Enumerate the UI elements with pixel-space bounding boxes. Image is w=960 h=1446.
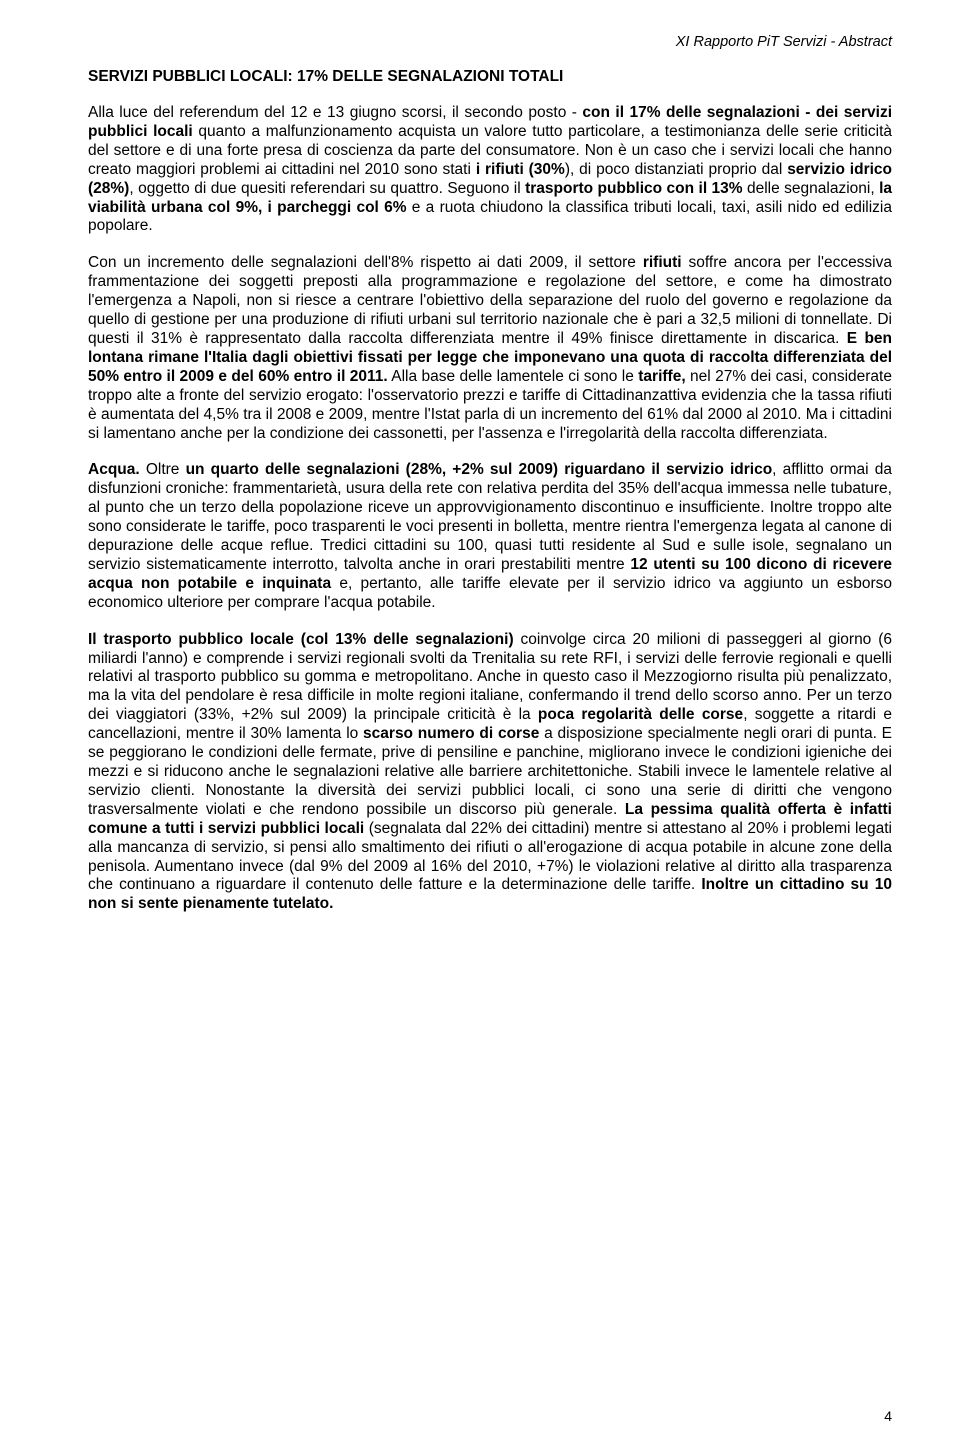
text: Alla base delle lamentele ci sono le [388,368,639,385]
bold-text: trasporto pubblico con il 13% [525,180,742,197]
text: Alla luce del referendum del 12 e 13 giu… [88,104,582,121]
text: Oltre [140,461,186,478]
text: Con un incremento delle segnalazioni del… [88,254,643,271]
bold-text: Il trasporto pubblico locale (col 13% de… [88,631,514,648]
text: ), di poco distanziati proprio dal [565,161,787,178]
bold-text: Acqua. [88,461,140,478]
text: delle segnalazioni, [743,180,879,197]
paragraph-3: Acqua. Oltre un quarto delle segnalazion… [88,461,892,612]
paragraph-4: Il trasporto pubblico locale (col 13% de… [88,631,892,915]
page-number: 4 [884,1408,892,1424]
bold-text: poca regolarità delle corse [538,706,743,723]
bold-text: scarso numero di corse [363,725,539,742]
bold-text: tariffe, [638,368,685,385]
bold-text: un quarto delle segnalazioni (28%, +2% s… [186,461,773,478]
bold-text: i rifiuti (30% [476,161,565,178]
header-right: XI Rapporto PiT Servizi - Abstract [88,34,892,50]
text: , oggetto di due quesiti referendari su … [129,180,525,197]
paragraph-2: Con un incremento delle segnalazioni del… [88,254,892,443]
section-title: SERVIZI PUBBLICI LOCALI: 17% DELLE SEGNA… [88,68,892,86]
bold-text: rifiuti [643,254,682,271]
paragraph-1: Alla luce del referendum del 12 e 13 giu… [88,104,892,236]
